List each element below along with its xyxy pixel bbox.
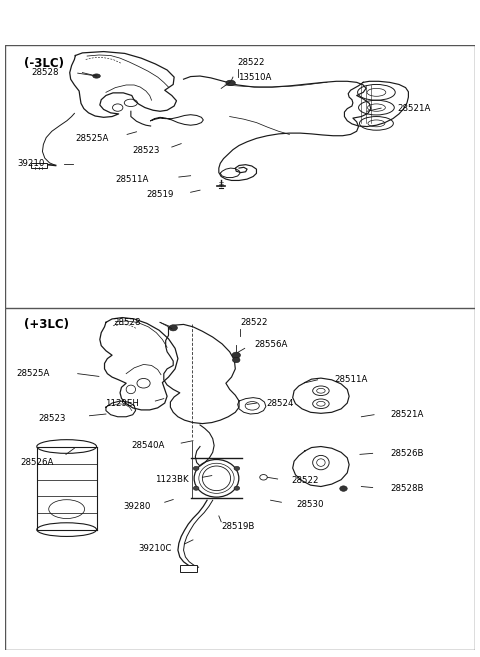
Circle shape [169, 325, 178, 331]
Text: 28511A: 28511A [334, 375, 368, 384]
Text: 28530: 28530 [297, 500, 324, 509]
Text: 13510A: 13510A [238, 74, 271, 82]
Text: 28519: 28519 [147, 190, 174, 199]
Circle shape [234, 486, 240, 490]
Text: 1129EH: 1129EH [105, 399, 139, 407]
Text: 28526B: 28526B [391, 449, 424, 458]
Text: 28528: 28528 [114, 318, 141, 327]
Text: 28519B: 28519B [221, 522, 254, 532]
Text: 28521A: 28521A [391, 410, 424, 419]
FancyBboxPatch shape [180, 564, 197, 572]
Text: 28528B: 28528B [391, 484, 424, 493]
FancyBboxPatch shape [5, 45, 475, 308]
Text: 28523: 28523 [38, 414, 66, 422]
Text: 28556A: 28556A [254, 340, 288, 350]
Circle shape [232, 352, 240, 358]
FancyBboxPatch shape [5, 308, 475, 650]
Circle shape [234, 466, 240, 470]
Text: 28522: 28522 [240, 318, 267, 327]
Circle shape [340, 486, 347, 491]
FancyBboxPatch shape [31, 162, 47, 168]
Text: 1123BK: 1123BK [155, 475, 188, 484]
Text: 28522: 28522 [292, 476, 319, 486]
Text: 28528: 28528 [31, 68, 59, 77]
Circle shape [93, 74, 100, 78]
Text: 28526A: 28526A [21, 458, 54, 467]
Circle shape [232, 357, 240, 363]
Text: 39280: 39280 [123, 502, 151, 511]
Text: 39210C: 39210C [138, 543, 172, 553]
Text: 28511A: 28511A [115, 175, 148, 183]
Text: 28522: 28522 [238, 58, 265, 68]
Text: (+3LC): (+3LC) [24, 317, 69, 330]
Circle shape [226, 80, 235, 85]
Text: 28525A: 28525A [75, 134, 108, 143]
Text: 28540A: 28540A [132, 441, 165, 450]
Circle shape [193, 486, 199, 490]
Text: 28523: 28523 [132, 146, 160, 154]
Text: 28525A: 28525A [16, 369, 49, 378]
Text: (-3LC): (-3LC) [24, 57, 64, 70]
Text: 28521A: 28521A [397, 104, 431, 112]
Text: 28524: 28524 [266, 399, 293, 407]
Text: 39210: 39210 [17, 160, 45, 168]
Circle shape [193, 466, 199, 470]
